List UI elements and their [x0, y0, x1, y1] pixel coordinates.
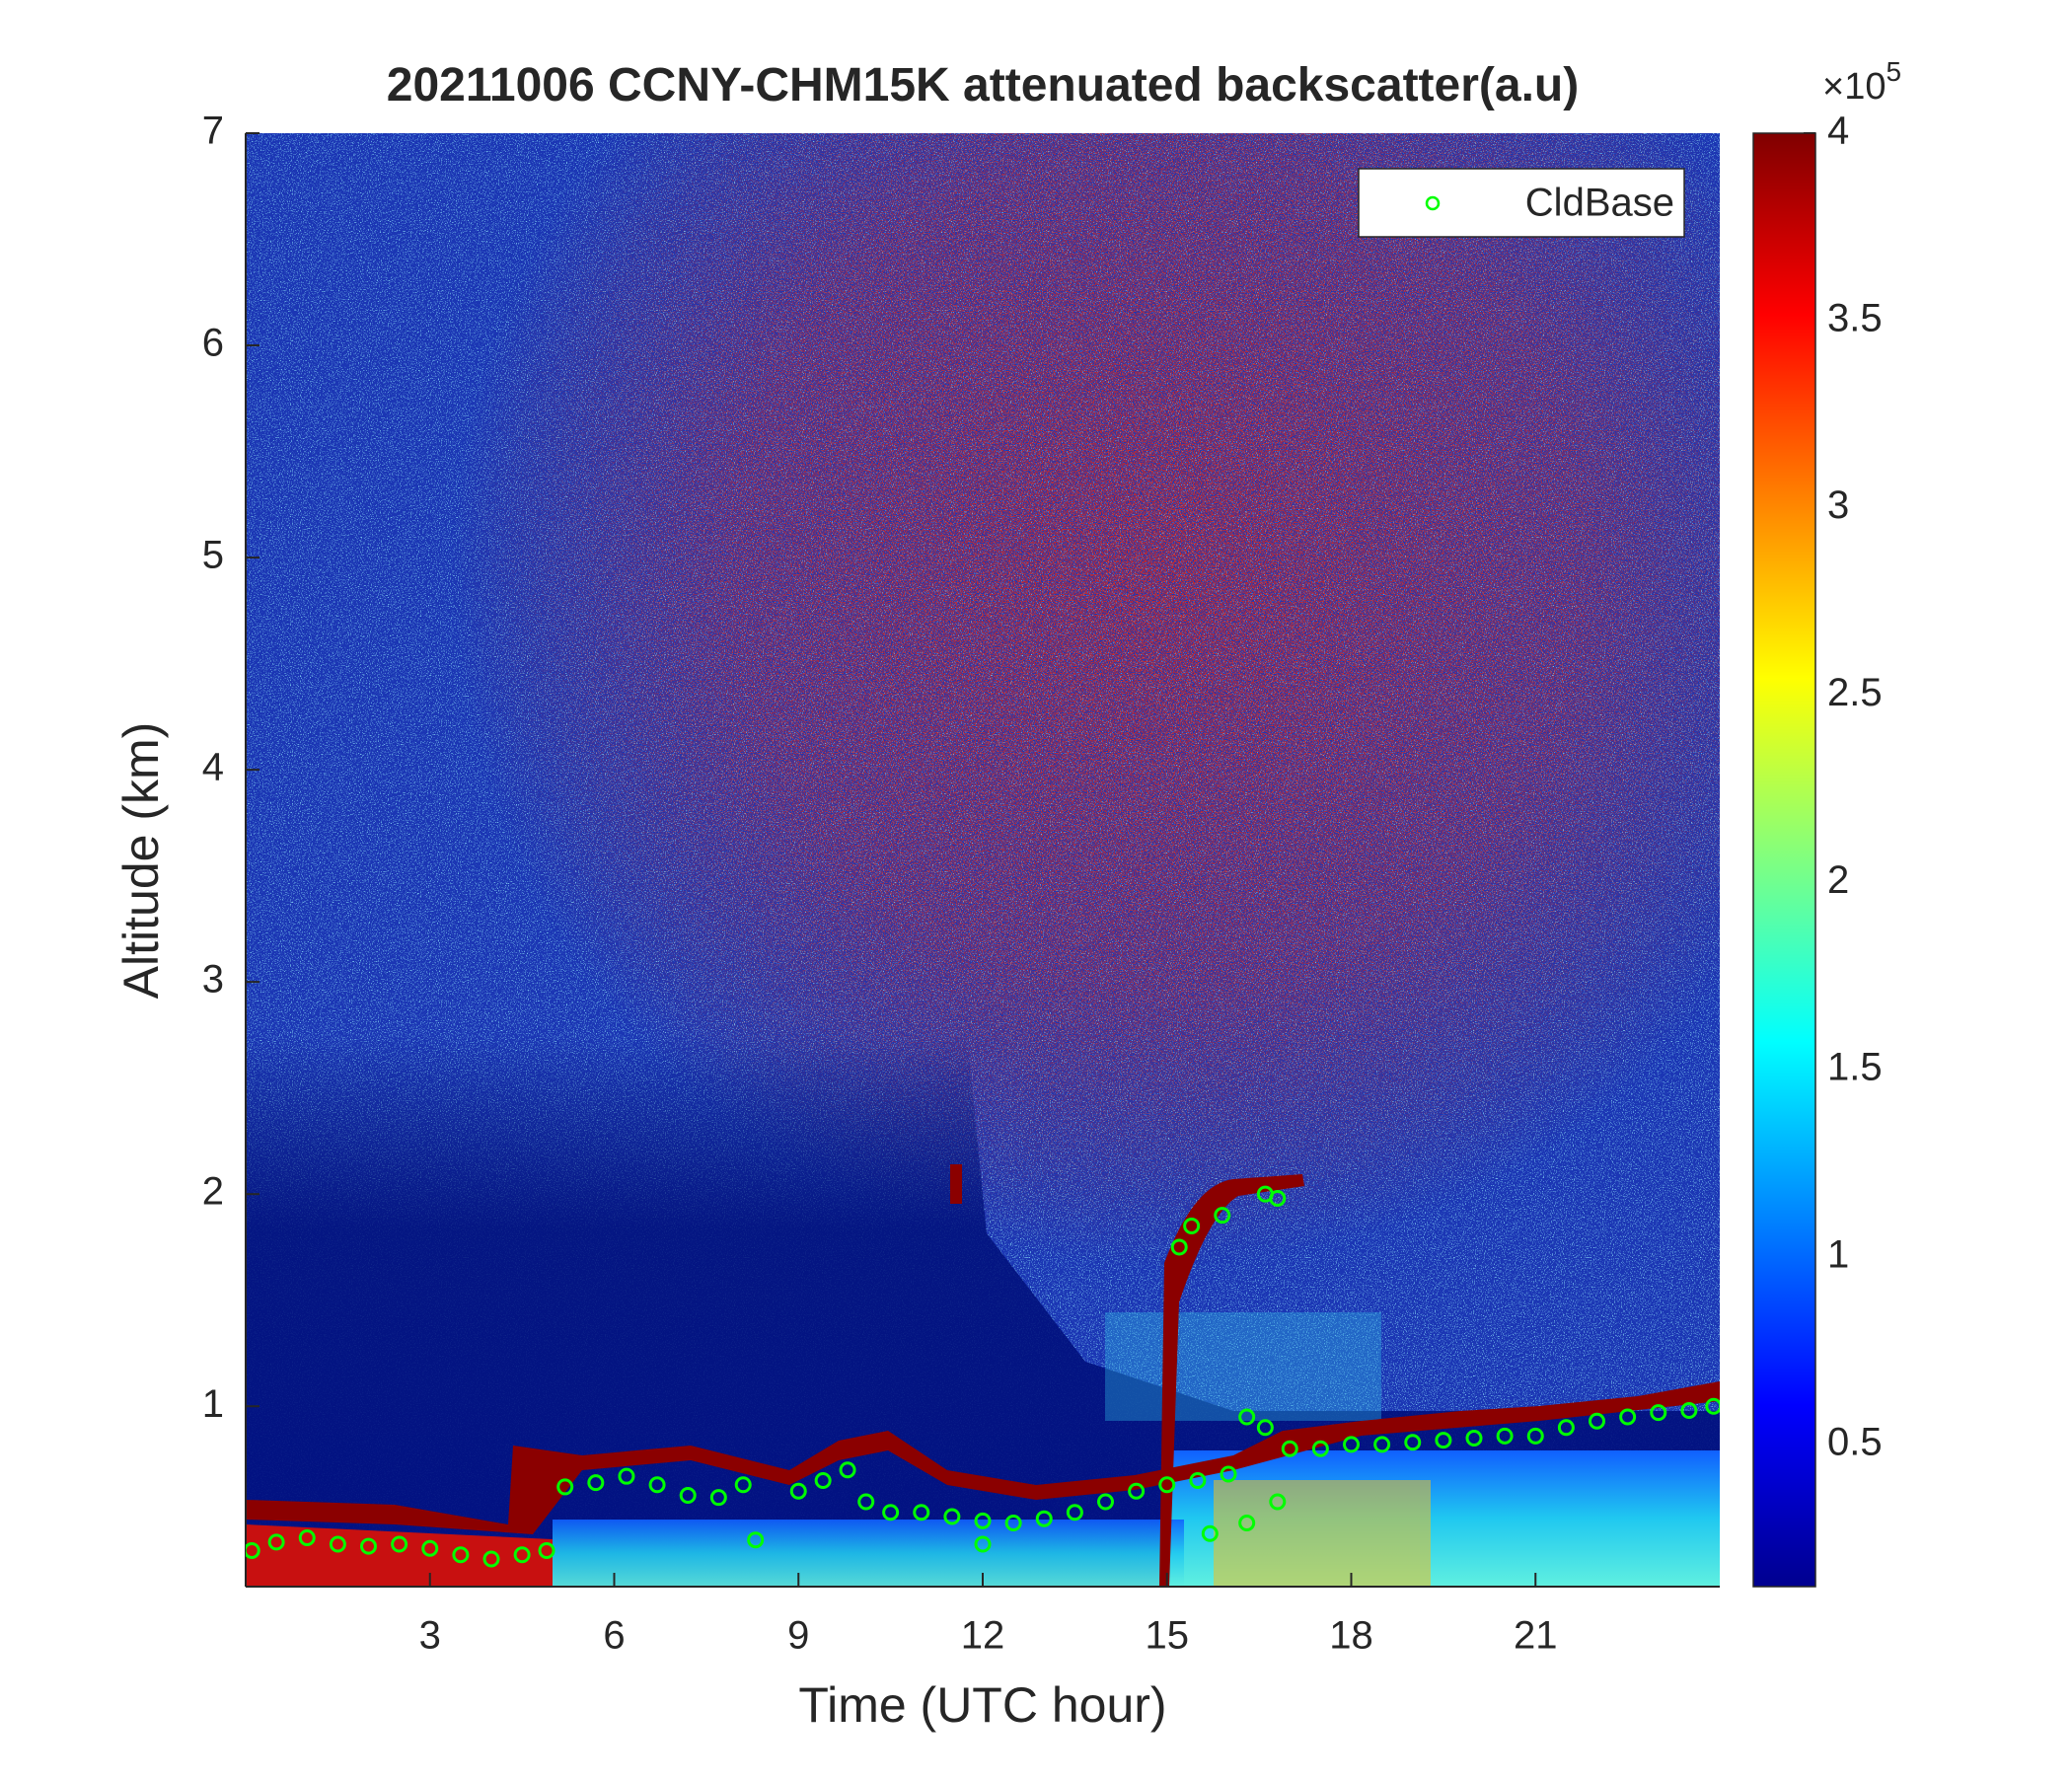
cloud-base-point	[1220, 1465, 1237, 1483]
cloud-base-point	[1256, 1419, 1274, 1437]
x-tick-label: 12	[961, 1614, 1005, 1658]
x-tick-label: 3	[419, 1614, 441, 1658]
cloud-base-point	[1004, 1514, 1022, 1531]
cloud-base-point	[1343, 1436, 1360, 1453]
cloud-base-point	[1526, 1427, 1544, 1445]
cloud-base-point	[1269, 1493, 1287, 1511]
y-tick-label: 2	[202, 1170, 224, 1214]
y-tick-label: 3	[202, 958, 224, 1002]
cloud-base-point	[1705, 1397, 1720, 1415]
cloud-base-point	[974, 1512, 992, 1529]
cloud-base-point	[1311, 1440, 1329, 1457]
cloud-base-point	[391, 1535, 408, 1553]
colorbar-multiplier-base: ×10	[1822, 66, 1886, 108]
cloud-base-point	[329, 1535, 346, 1553]
legend-box	[1358, 168, 1685, 238]
cloud-base-point	[857, 1493, 875, 1511]
cloud-base-point	[1557, 1419, 1575, 1437]
cloud-base-point	[839, 1461, 856, 1479]
cloud-base-point	[943, 1508, 961, 1525]
cloud-base-point	[1281, 1440, 1298, 1457]
cloud-base-point	[246, 1541, 260, 1559]
y-tick-label: 7	[202, 110, 224, 153]
cloud-base-point	[814, 1471, 832, 1489]
cloud-base-point	[1589, 1412, 1605, 1430]
cloud-base-point	[1189, 1471, 1207, 1489]
cloud-base-point	[421, 1539, 439, 1557]
colorbar	[1752, 132, 1816, 1588]
y-axis-label: Altitude (km)	[113, 722, 169, 1000]
colorbar-tick-label: 3	[1827, 483, 1849, 527]
cloud-base-point	[298, 1529, 316, 1547]
chart-title: 20211006 CCNY-CHM15K attenuated backscat…	[387, 59, 1579, 111]
cloud-base-point	[1238, 1408, 1256, 1426]
cloud-base-point	[1619, 1408, 1637, 1426]
cloud-base-point	[1035, 1510, 1053, 1527]
cloud-base-point	[587, 1474, 605, 1492]
x-tick-label: 9	[787, 1614, 809, 1658]
x-tick-label: 15	[1146, 1614, 1190, 1658]
colorbar-tick-label: 3.5	[1827, 296, 1883, 339]
cloud-base-point	[747, 1531, 765, 1549]
cloud-base-point	[1158, 1476, 1176, 1494]
cloud-base-point	[1373, 1436, 1391, 1453]
cloud-base-point	[1201, 1524, 1219, 1542]
cloud-base-point	[648, 1476, 666, 1494]
cloud-base-point	[679, 1487, 697, 1505]
y-tick-label: 5	[202, 534, 224, 577]
colorbar-tick-label: 4	[1827, 110, 1849, 153]
cloud-base-point	[789, 1482, 807, 1500]
y-tick-label: 6	[202, 322, 224, 365]
x-tick-label: 18	[1329, 1614, 1373, 1658]
x-axis-label: Time (UTC hour)	[798, 1677, 1166, 1733]
cloud-base-point	[1128, 1482, 1146, 1500]
colorbar-exponent: 5	[1886, 56, 1901, 87]
y-tick-label: 1	[202, 1382, 224, 1426]
y-tick-label: 4	[202, 746, 224, 789]
cloud-base-point	[267, 1533, 285, 1551]
x-tick-label: 21	[1514, 1614, 1558, 1658]
cloud-base-point	[1435, 1432, 1452, 1449]
colorbar-tick-label: 1.5	[1827, 1046, 1883, 1089]
cloud-base-point	[1238, 1514, 1256, 1531]
x-tick-label: 6	[603, 1614, 625, 1658]
cloud-base-point	[1097, 1493, 1114, 1511]
colorbar-tick-label: 0.5	[1827, 1420, 1883, 1463]
cloud-base-point	[1183, 1217, 1201, 1234]
cloud-base-point	[1465, 1429, 1483, 1447]
cloud-base-point	[882, 1504, 900, 1521]
legend-marker	[1425, 195, 1441, 211]
cloud-base-point	[1066, 1504, 1083, 1521]
colorbar-tick-label: 2	[1827, 858, 1849, 902]
cloud-base-point	[913, 1504, 930, 1521]
cloud-base-point	[1496, 1427, 1514, 1445]
cloud-base-point	[974, 1535, 992, 1553]
cloud-base-point	[1214, 1207, 1231, 1224]
cloud-base-point	[1650, 1404, 1667, 1422]
cloud-base-point	[1680, 1402, 1698, 1420]
cloud-base-point	[734, 1476, 752, 1494]
cloud-base-point	[556, 1478, 574, 1496]
cloud-base-point	[360, 1537, 377, 1555]
colorbar-multiplier: ×105	[1822, 56, 1901, 108]
cloud-base-point	[1170, 1238, 1188, 1256]
cloud-base-point	[1404, 1434, 1422, 1451]
colorbar-tick-label: 2.5	[1827, 671, 1883, 714]
cloud-base-point	[618, 1467, 635, 1485]
cloud-base-point	[709, 1489, 727, 1507]
colorbar-tick-label: 1	[1827, 1232, 1849, 1276]
cloud-base-point	[513, 1546, 531, 1564]
cloud-base-point	[1269, 1189, 1287, 1207]
legend-label: CldBase	[1525, 182, 1674, 225]
cloud-base-point	[538, 1541, 555, 1559]
cloud-base-point	[482, 1550, 500, 1568]
backscatter-image	[246, 133, 1720, 1587]
cloud-base-point	[452, 1546, 470, 1564]
